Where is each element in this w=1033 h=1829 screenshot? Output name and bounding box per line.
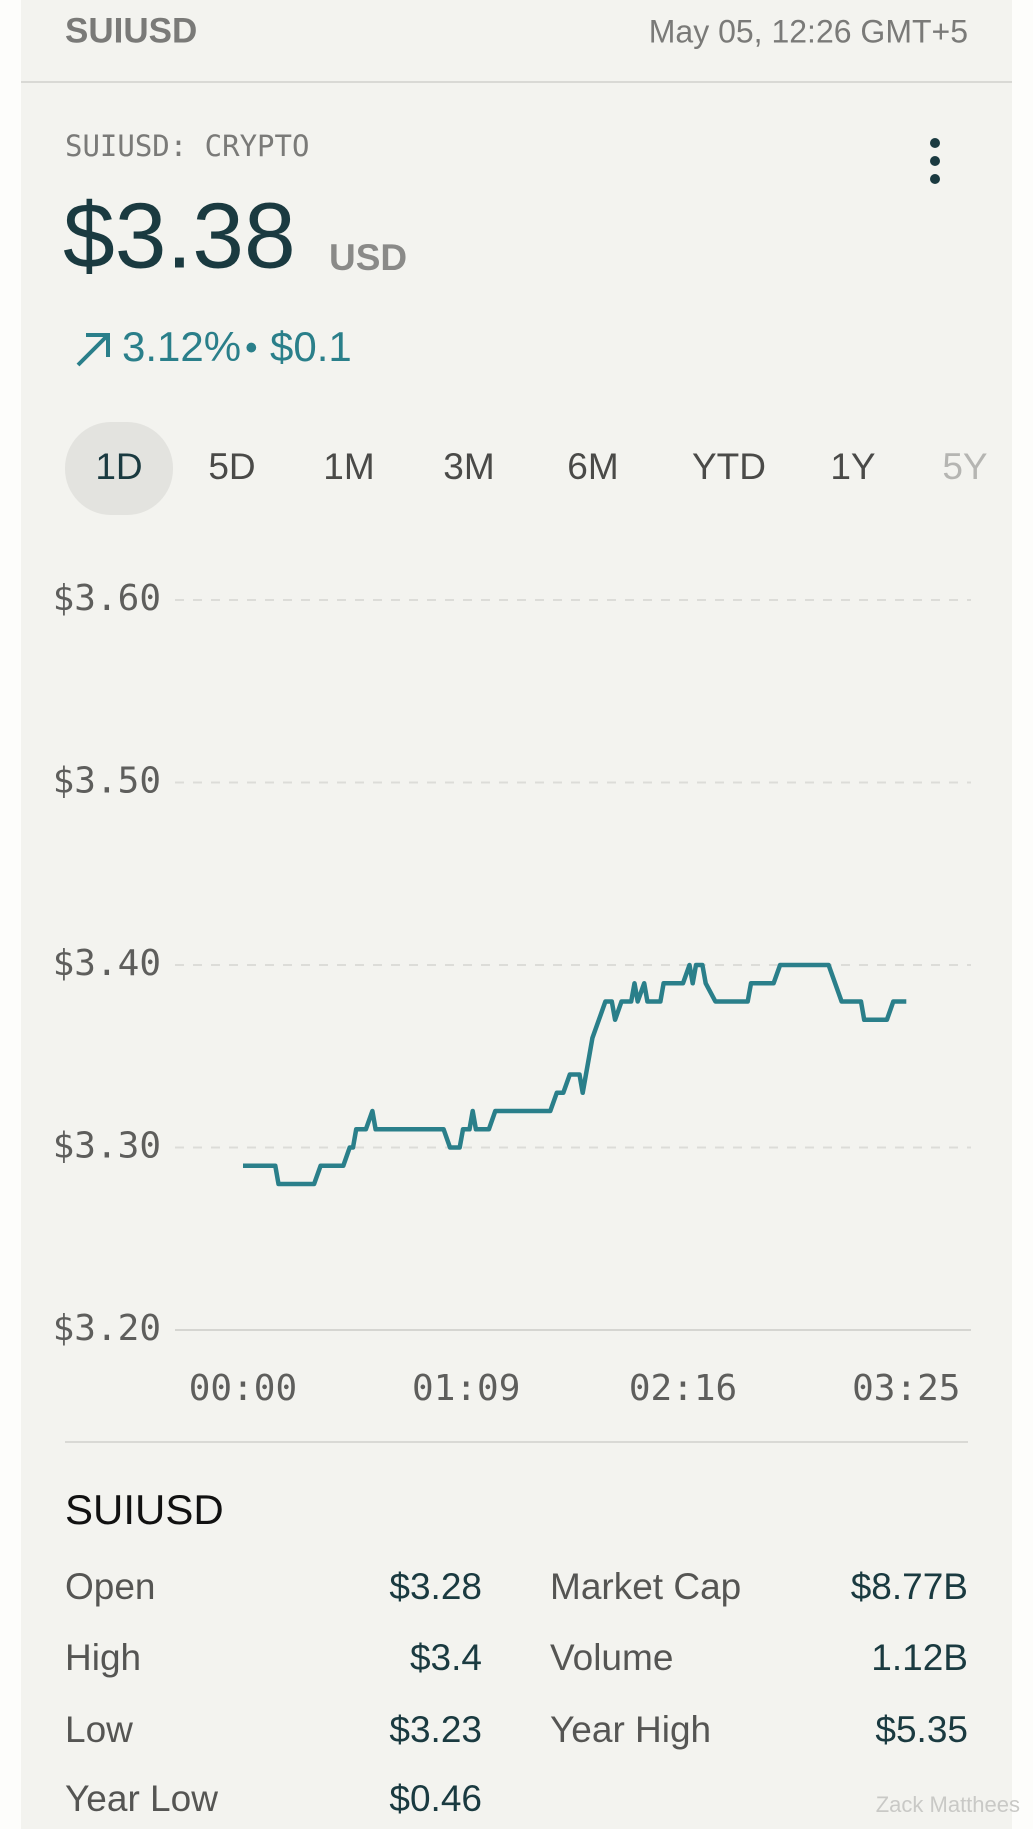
stat-value: $3.28 — [389, 1566, 482, 1607]
stat-value: $0.46 — [389, 1778, 482, 1819]
menu-dot — [930, 156, 940, 166]
card — [21, 0, 1012, 1829]
currency: USD — [329, 237, 407, 278]
tab[interactable]: 6M — [567, 446, 618, 487]
price: $3.38 — [63, 184, 296, 288]
x-tick-label: 03:25 — [852, 1368, 960, 1409]
separator: • — [245, 327, 258, 368]
watermark: Zack Matthees — [876, 1792, 1020, 1817]
stat-value: $3.4 — [410, 1637, 482, 1678]
tab[interactable]: 3M — [443, 446, 494, 487]
stat-value: $8.77B — [851, 1566, 968, 1607]
header-datetime: May 05, 12:26 GMT+5 — [649, 13, 968, 49]
stat-value: $3.23 — [389, 1709, 482, 1750]
x-tick-label: 00:00 — [189, 1368, 297, 1409]
tab[interactable]: YTD — [692, 446, 766, 487]
y-tick-label: $3.40 — [53, 943, 161, 984]
stat-label: Year Low — [65, 1778, 218, 1819]
y-tick-label: $3.60 — [53, 578, 161, 619]
stat-label: Open — [65, 1566, 156, 1607]
stat-label: Volume — [550, 1637, 673, 1678]
quote-label: SUIUSD: CRYPTO — [65, 129, 309, 163]
stat-label: High — [65, 1637, 141, 1678]
tab[interactable]: 5D — [208, 446, 255, 487]
stat-label: Year High — [550, 1709, 711, 1750]
menu-dot — [930, 174, 940, 184]
stat-value: 1.12B — [871, 1637, 968, 1678]
tab[interactable]: 1Y — [830, 446, 875, 487]
stat-value: $5.35 — [875, 1709, 968, 1750]
stat-label: Market Cap — [550, 1566, 741, 1607]
price-line — [243, 962, 907, 1187]
menu-dot — [930, 138, 940, 148]
tab[interactable]: 1D — [95, 446, 142, 487]
stat-label: Low — [65, 1709, 133, 1750]
header-symbol: SUIUSD — [65, 11, 197, 50]
y-tick-label: $3.50 — [53, 761, 161, 802]
menu-button[interactable] — [930, 138, 940, 184]
x-tick-label: 02:16 — [629, 1368, 737, 1409]
tab-active-pill — [65, 422, 173, 515]
change-amount: $0.1 — [270, 323, 352, 370]
y-tick-label: $3.30 — [53, 1126, 161, 1167]
change-percent: 3.12% — [122, 323, 241, 370]
tab[interactable]: 1M — [323, 446, 374, 487]
y-tick-label: $3.20 — [53, 1308, 161, 1349]
up-arrow — [76, 333, 110, 367]
stats-title: SUIUSD — [65, 1486, 224, 1533]
tab[interactable]: 5Y — [942, 446, 987, 487]
x-tick-label: 01:09 — [412, 1368, 520, 1409]
